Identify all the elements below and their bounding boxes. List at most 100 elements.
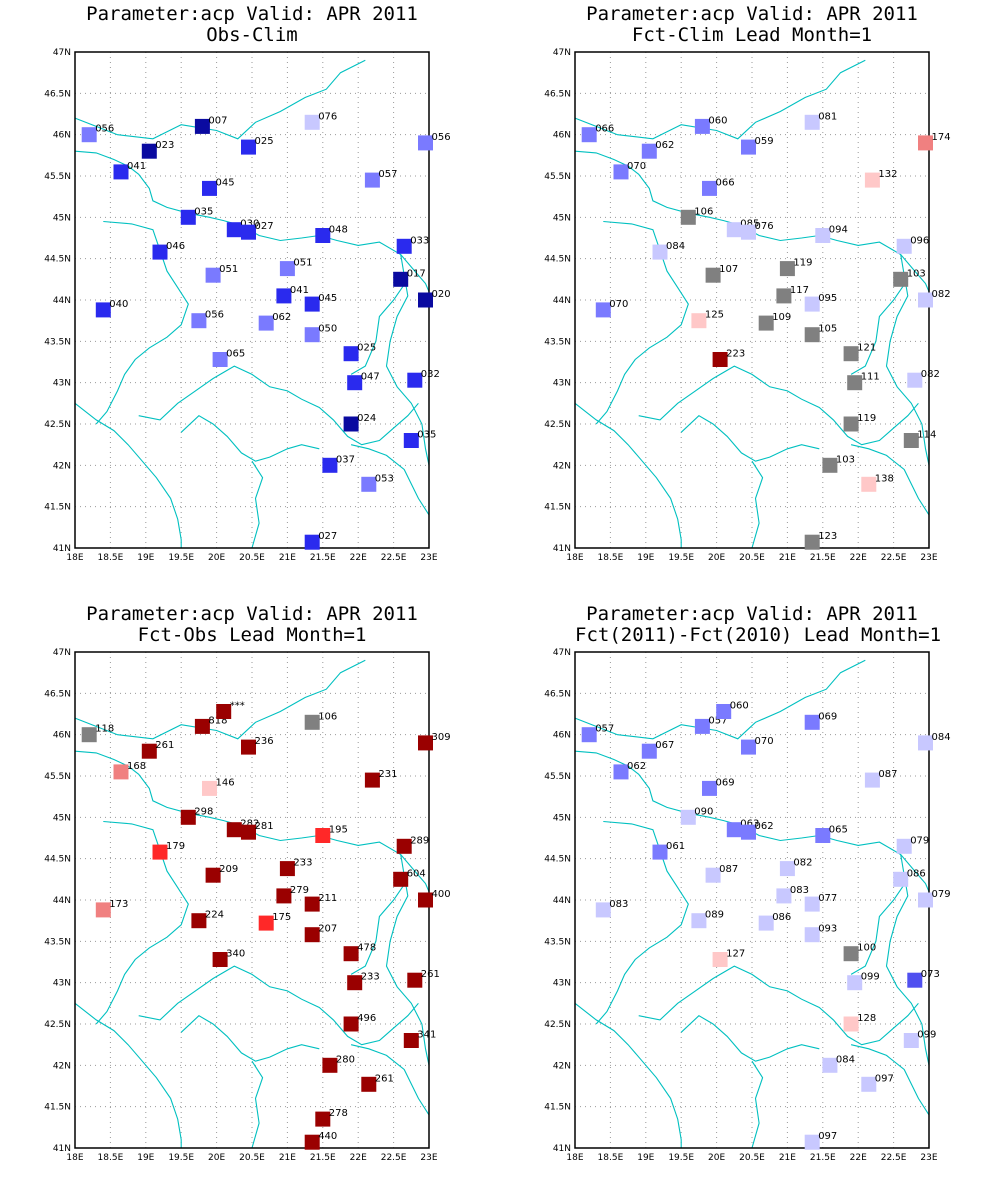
border-line: [574, 402, 682, 548]
station-value-label: 073: [921, 969, 940, 980]
station-marker: [180, 209, 196, 225]
station-value-label: 084: [932, 732, 951, 743]
y-tick-label: 45N: [553, 213, 571, 223]
station-marker: [843, 1016, 859, 1032]
station-marker: [407, 372, 423, 388]
panel-title-line1: Parameter:acp Valid: APR 2011: [586, 3, 918, 25]
station-value-label: 095: [818, 293, 837, 304]
station-marker: [779, 261, 795, 277]
station-value-label: 175: [272, 912, 291, 923]
x-tick-label: 18.5E: [598, 553, 624, 563]
station-value-label: 079: [932, 889, 951, 900]
station-value-label: 047: [361, 372, 380, 383]
station-value-label: 066: [595, 124, 614, 135]
station-value-label: 082: [921, 369, 940, 380]
station-marker: [847, 975, 863, 991]
x-tick-label: 18.5E: [98, 1153, 124, 1163]
x-tick-label: 22.5E: [381, 553, 407, 563]
panel-title-line2: Fct-Clim Lead Month=1: [631, 24, 873, 46]
station-value-label: 041: [127, 161, 146, 172]
station-marker: [726, 222, 742, 238]
y-tick-label: 42.5N: [44, 420, 71, 430]
station-value-label: 069: [716, 777, 735, 788]
station-marker: [652, 844, 668, 860]
station-marker: [407, 972, 423, 988]
station-marker: [918, 292, 933, 308]
station-marker: [918, 892, 933, 908]
panel-title: Parameter:acp Valid: APR 2011 Fct-Clim L…: [575, 4, 929, 46]
station-value-label: 103: [907, 268, 926, 279]
station-marker: [304, 714, 320, 730]
border-line: [885, 254, 930, 466]
x-tick-label: 19.5E: [168, 553, 194, 563]
station-value-label: 089: [705, 910, 724, 921]
station-value-label: ***: [230, 701, 245, 712]
station-value-label: 082: [932, 289, 951, 300]
station-value-label: 282: [240, 819, 259, 830]
station-marker: [903, 433, 919, 448]
station-marker: [716, 704, 732, 719]
x-tick-label: 19E: [637, 1153, 654, 1163]
station-value-label: 076: [755, 221, 774, 232]
border-line: [850, 444, 930, 516]
x-tick-label: 21E: [779, 1153, 796, 1163]
station-marker: [815, 828, 831, 843]
station-value-label: 340: [226, 949, 245, 960]
station-marker: [741, 739, 756, 755]
border-line: [638, 365, 919, 446]
station-value-label: 106: [318, 711, 337, 722]
station-marker: [843, 346, 859, 362]
border-line: [350, 444, 430, 516]
station-value-label: 040: [109, 299, 128, 310]
x-tick-label: 22.5E: [381, 1153, 407, 1163]
y-tick-label: 45N: [553, 813, 571, 823]
x-tick-label: 19E: [137, 1153, 154, 1163]
station-marker: [613, 164, 629, 180]
x-tick-label: 21E: [779, 553, 796, 563]
station-value-label: 138: [875, 473, 894, 484]
border-line: [180, 1015, 320, 1062]
y-tick-label: 42.5N: [544, 1020, 571, 1030]
border-line: [251, 1060, 264, 1149]
station-marker: [680, 209, 696, 225]
station-marker: [322, 457, 338, 473]
station-marker: [241, 824, 256, 840]
station-value-label: 030: [240, 219, 259, 230]
station-marker: [343, 346, 359, 362]
y-tick-label: 45N: [53, 213, 71, 223]
station-marker: [194, 718, 210, 734]
station-marker: [81, 127, 97, 143]
y-tick-label: 46.5N: [544, 89, 571, 99]
station-value-label: 056: [95, 124, 114, 135]
station-marker: [279, 861, 295, 877]
station-marker: [595, 902, 611, 918]
station-value-label: 097: [818, 1131, 837, 1142]
station-marker: [343, 946, 359, 962]
station-value-label: 119: [793, 258, 812, 269]
y-tick-label: 44.5N: [44, 855, 71, 865]
y-tick-label: 47N: [553, 48, 571, 58]
station-marker: [893, 271, 909, 287]
station-marker: [741, 139, 756, 155]
station-value-label: 121: [857, 343, 876, 354]
x-tick-label: 22.5E: [881, 553, 907, 563]
station-marker: [396, 238, 412, 254]
station-value-label: 146: [216, 777, 235, 788]
y-tick-label: 42.5N: [44, 1020, 71, 1030]
station-marker: [304, 296, 320, 312]
station-value-label: 020: [432, 289, 451, 300]
station-value-label: 076: [318, 111, 337, 122]
station-marker: [843, 416, 859, 432]
station-value-label: 057: [595, 724, 614, 735]
station-value-label: 083: [609, 899, 628, 910]
border-line: [74, 402, 182, 548]
panel-title: Parameter:acp Valid: APR 2011 Fct-Obs Le…: [75, 604, 429, 646]
station-value-label: 050: [318, 324, 337, 335]
y-tick-label: 44N: [553, 296, 571, 306]
station-marker: [396, 838, 412, 854]
border-line: [350, 1044, 430, 1116]
station-value-label: 099: [917, 1030, 936, 1041]
x-tick-label: 21.5E: [810, 553, 836, 563]
station-value-label: 066: [716, 177, 735, 188]
